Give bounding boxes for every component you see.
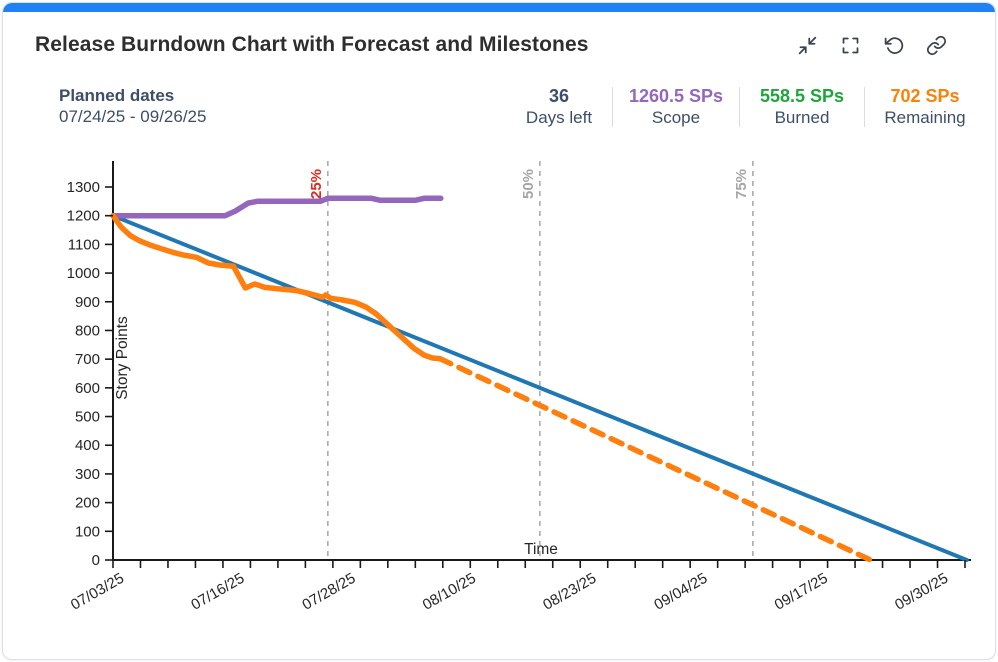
x-axis-title: Time — [524, 541, 558, 558]
stat-divider — [864, 87, 865, 127]
chart-toolbar — [792, 30, 951, 60]
page-title: Release Burndown Chart with Forecast and… — [35, 33, 589, 56]
link-button[interactable] — [921, 30, 951, 60]
stat-label: Scope — [651, 108, 701, 127]
stat-label: Remaining — [884, 108, 966, 127]
scope-line — [110, 195, 444, 219]
widget-header: Release Burndown Chart with Forecast and… — [3, 12, 995, 60]
x-tick-label: 07/16/25 — [188, 570, 247, 614]
stat-value: 36 — [548, 86, 570, 106]
reset-icon — [884, 36, 903, 54]
chart-area: 0 100 200 300 400 500 600 700 800 900 1000 1100 1200… — [3, 3, 996, 660]
y-tick-label: 100 — [75, 523, 100, 540]
reset-button[interactable] — [878, 30, 908, 60]
y-tick-label: 800 — [75, 322, 100, 339]
y-tick-label: 200 — [75, 495, 100, 512]
x-tick-label: 09/17/25 — [772, 570, 831, 614]
milestone-label-75%: 75% — [733, 169, 750, 199]
x-tick-label: 09/04/25 — [651, 570, 710, 614]
x-tick-label: 07/28/25 — [299, 570, 358, 614]
planned-dates-value: 07/24/25 - 09/26/25 — [59, 107, 207, 126]
stat-value: 702 SPs — [890, 86, 960, 106]
y-tick-label: 1200 — [67, 208, 100, 225]
stat-divider — [739, 87, 740, 127]
milestone-label-50%: 50% — [520, 169, 537, 199]
top-accent-bar — [3, 3, 995, 12]
x-tick-label: 09/30/25 — [892, 570, 951, 614]
y-tick-label: 1000 — [67, 265, 100, 282]
planned-dates-label: Planned dates — [59, 86, 175, 105]
ideal-line — [111, 213, 969, 562]
summary-row: Planned dates 07/24/25 - 09/26/25 36 Day… — [3, 85, 995, 129]
x-tick-label: 08/23/25 — [540, 570, 599, 614]
x-tick-label: 08/10/25 — [420, 570, 479, 614]
planned-dates: Planned dates 07/24/25 - 09/26/25 — [3, 85, 206, 128]
y-tick-label: 500 — [75, 409, 100, 426]
collapse-icon — [798, 36, 816, 54]
stat-value: 1260.5 SPs — [628, 86, 724, 106]
y-tick-label: 300 — [75, 466, 100, 483]
burndown-chart[interactable]: 0 100 200 300 400 500 600 700 800 900 1000 1100 1200… — [3, 3, 996, 660]
stat-burned: 558.5 SPs Burned — [740, 85, 864, 129]
y-tick-label: 1100 — [68, 236, 100, 253]
remaining-line — [110, 212, 443, 362]
stat-days-left: 36 Days left — [506, 85, 612, 129]
y-tick-label: 900 — [75, 294, 100, 311]
stat-value: 558.5 SPs — [759, 86, 845, 106]
y-tick-label: 700 — [75, 351, 100, 368]
milestone-label-25%: 25% — [308, 169, 325, 199]
stat-divider — [612, 87, 613, 127]
y-tick-label: 0 — [92, 552, 100, 569]
stat-remaining: 702 SPs Remaining — [865, 85, 985, 129]
fullscreen-button[interactable] — [835, 30, 865, 60]
stats-group: 36 Days left 1260.5 SPs Scope 558.5 SPs … — [506, 85, 995, 129]
y-tick-label: 400 — [75, 437, 100, 454]
fullscreen-icon — [842, 37, 858, 53]
forecast-line — [437, 355, 874, 563]
stat-label: Burned — [774, 108, 830, 127]
collapse-button[interactable] — [792, 30, 822, 60]
x-tick-label: 07/03/25 — [68, 570, 127, 614]
stat-label: Days left — [525, 108, 593, 127]
link-icon — [926, 35, 946, 55]
y-axis-title: Story Points — [114, 316, 131, 400]
y-tick-label: 600 — [75, 380, 100, 397]
stat-scope: 1260.5 SPs Scope — [613, 85, 739, 129]
y-tick-label: 1300 — [67, 179, 100, 196]
